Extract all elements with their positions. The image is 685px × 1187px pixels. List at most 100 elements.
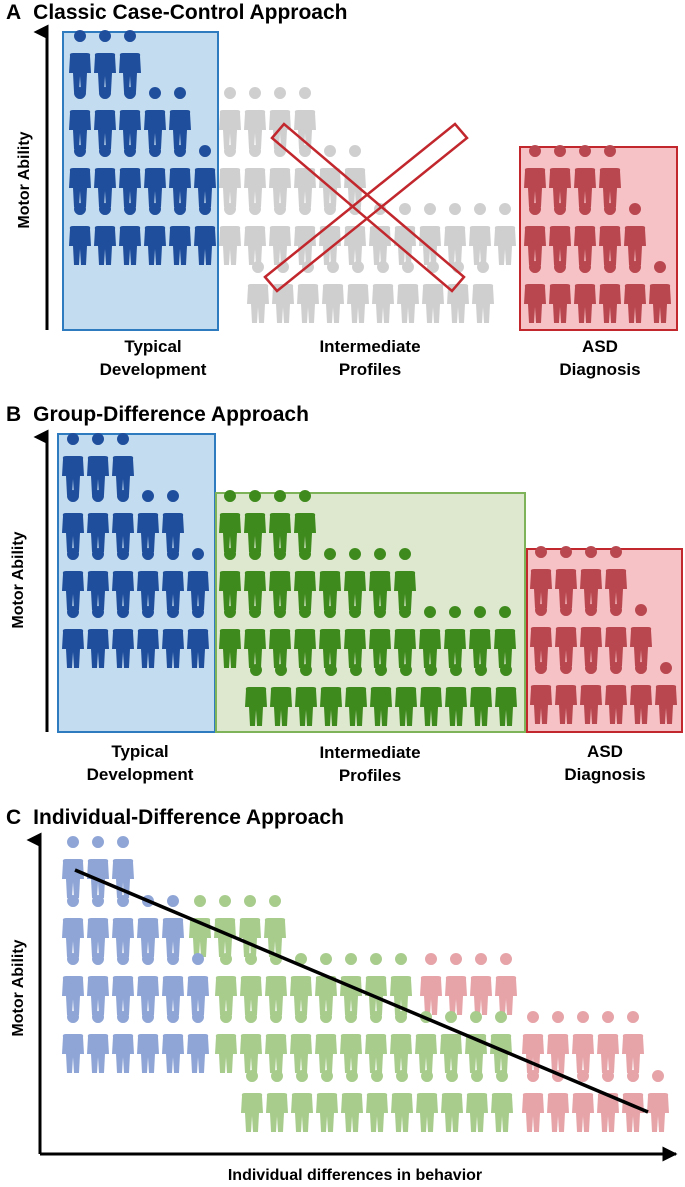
intermediate-person-icon	[469, 606, 491, 668]
asd-person-icon	[420, 953, 442, 1015]
excluded-person-icon	[319, 203, 341, 265]
intermediate-person-icon	[419, 606, 441, 668]
asd-person-icon	[574, 145, 596, 207]
intermediate-person-icon	[219, 548, 241, 610]
exclusion-cross-icon	[263, 122, 469, 293]
excluded-person-icon	[419, 203, 441, 265]
typical-person-icon	[162, 548, 184, 610]
typical-person-icon	[187, 606, 209, 668]
panel-b-label-intermediate: Intermediate Profiles	[319, 743, 421, 785]
intermediate-person-icon	[344, 548, 366, 610]
intermediate-person-icon	[219, 490, 241, 552]
asd-person-icon	[547, 1011, 569, 1073]
typical-person-icon	[162, 1010, 184, 1073]
asd-person-icon	[549, 145, 571, 207]
intermediate-person-icon	[244, 606, 266, 668]
asd-person-icon	[630, 604, 652, 666]
panel-c-trend-line	[74, 868, 649, 1114]
intermediate-person-icon	[390, 953, 412, 1015]
typical-person-icon	[62, 606, 84, 668]
intermediate-person-icon	[341, 1070, 363, 1132]
intermediate-person-icon	[441, 1070, 463, 1132]
panel-c-people	[62, 836, 669, 1132]
asd-person-icon	[580, 604, 602, 666]
intermediate-person-icon	[390, 1011, 412, 1073]
excluded-person-icon	[244, 87, 266, 149]
excluded-person-icon	[472, 261, 494, 323]
excluded-person-icon	[219, 87, 241, 149]
asd-person-icon	[622, 1070, 644, 1132]
typical-person-icon	[137, 606, 159, 668]
asd-person-icon	[630, 662, 652, 724]
excluded-person-icon	[272, 261, 294, 323]
panel-b-people	[62, 433, 677, 726]
intermediate-person-icon	[269, 490, 291, 552]
typical-person-icon	[144, 203, 166, 265]
intermediate-person-icon	[345, 664, 367, 726]
typical-person-icon	[94, 87, 116, 149]
intermediate-person-icon	[420, 664, 442, 726]
asd-person-icon	[599, 145, 621, 207]
intermediate-person-icon	[269, 548, 291, 610]
asd-person-icon	[522, 1070, 544, 1132]
asd-person-icon	[549, 203, 571, 265]
intermediate-person-icon	[369, 606, 391, 668]
typical-person-icon	[137, 1010, 159, 1073]
typical-person-icon	[187, 548, 209, 610]
asd-person-icon	[605, 604, 627, 666]
panel-b-title-text: Group-Difference Approach	[33, 403, 309, 426]
typical-person-icon	[69, 145, 91, 207]
typical-person-icon	[62, 836, 84, 898]
intermediate-person-icon	[241, 1070, 263, 1132]
intermediate-person-icon	[291, 1070, 313, 1132]
intermediate-person-icon	[340, 1011, 362, 1073]
intermediate-person-icon	[215, 1010, 237, 1073]
typical-person-icon	[112, 490, 134, 552]
typical-person-icon	[112, 606, 134, 668]
typical-person-icon	[62, 548, 84, 610]
excluded-person-icon	[494, 203, 516, 265]
intermediate-person-icon	[295, 664, 317, 726]
asd-person-icon	[599, 261, 621, 323]
asd-person-icon	[470, 953, 492, 1015]
asd-person-icon	[555, 604, 577, 666]
typical-person-icon	[87, 895, 109, 957]
asd-person-icon	[574, 261, 596, 323]
typical-person-icon	[112, 836, 134, 898]
asd-person-icon	[530, 546, 552, 608]
asd-person-icon	[495, 953, 517, 1015]
panel-b-label-typical: Typical Development	[86, 742, 194, 784]
excluded-person-icon	[219, 203, 241, 265]
intermediate-person-icon	[369, 548, 391, 610]
intermediate-person-icon	[494, 606, 516, 668]
typical-person-icon	[194, 145, 216, 207]
typical-person-icon	[87, 1010, 109, 1073]
asd-person-icon	[597, 1070, 619, 1132]
excluded-person-icon	[269, 203, 291, 265]
excluded-person-icon	[344, 203, 366, 265]
typical-person-icon	[137, 490, 159, 552]
panel-a-label-asd: ASD Diagnosis	[559, 337, 641, 379]
typical-person-icon	[169, 87, 191, 149]
asd-person-icon	[572, 1010, 594, 1073]
typical-person-icon	[162, 490, 184, 552]
typical-person-icon	[119, 30, 141, 92]
asd-person-icon	[574, 203, 596, 265]
asd-person-icon	[522, 1011, 544, 1073]
typical-person-icon	[112, 1010, 134, 1073]
typical-person-icon	[112, 895, 134, 957]
typical-person-icon	[62, 1010, 84, 1073]
panel-c-title-text: Individual-Difference Approach	[33, 806, 344, 829]
intermediate-person-icon	[240, 1010, 262, 1073]
typical-person-icon	[162, 895, 184, 957]
panel-a-label-intermediate: Intermediate Profiles	[319, 337, 421, 379]
intermediate-person-icon	[416, 1070, 438, 1132]
typical-person-icon	[62, 953, 84, 1015]
panel-c-letter: C	[6, 806, 22, 829]
intermediate-person-icon	[240, 953, 262, 1015]
panel-a-label-typical: Typical Development	[99, 337, 207, 379]
panel-a-title-text: Classic Case-Control Approach	[33, 1, 348, 24]
typical-person-icon	[162, 953, 184, 1015]
intermediate-person-icon	[391, 1070, 413, 1132]
intermediate-person-icon	[415, 1011, 437, 1073]
